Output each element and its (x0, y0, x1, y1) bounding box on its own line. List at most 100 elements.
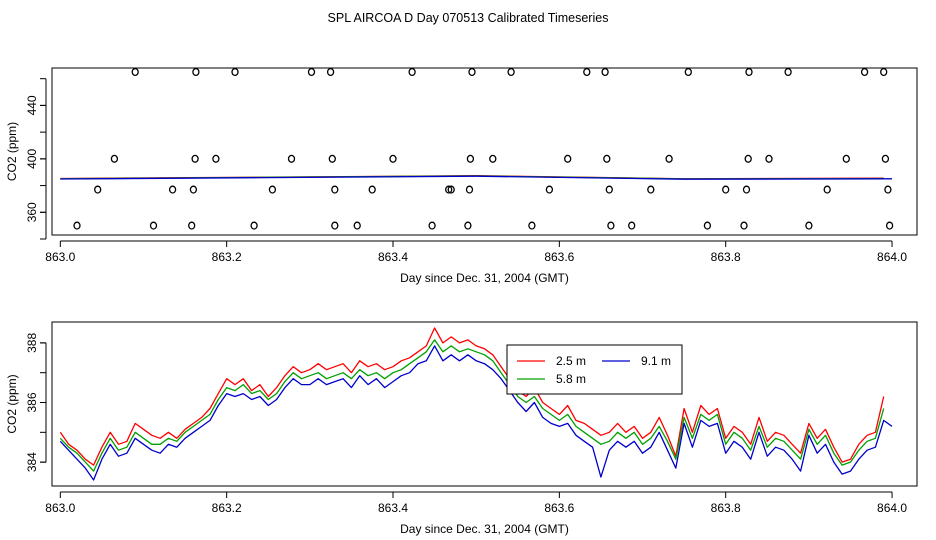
y-tick-label: 388 (25, 333, 39, 353)
series-line-5-8-mm (59, 339, 885, 472)
scatter-point (528, 221, 536, 230)
top-y-axis-label: CO2 (ppm) (5, 122, 19, 181)
bottom-plot-frame (51, 321, 918, 487)
legend-label-9-1m: 9.1 m (641, 354, 671, 368)
series-line-9-1-mm (60, 175, 893, 180)
x-tick-label: 863.4 (378, 501, 408, 515)
x-tick-label: 863.6 (544, 501, 574, 515)
y-tick-label: 384 (25, 452, 39, 472)
scatter-point (583, 67, 591, 77)
y-tick-label: 400 (25, 149, 39, 169)
scatter-point (353, 221, 361, 230)
top-plot-frame (51, 67, 918, 236)
scatter-point (149, 221, 158, 230)
scatter-point (464, 221, 472, 230)
scatter-point (884, 185, 892, 194)
scatter-point (445, 185, 453, 194)
top-scatter-points (73, 67, 894, 230)
scatter-point (703, 221, 712, 230)
scatter-point (784, 67, 792, 77)
bottom-x-axis: 863.0 863.2 863.4 863.6 863.8 864.0 (45, 491, 907, 515)
scatter-point (326, 67, 335, 77)
x-tick-label: 863.4 (378, 250, 408, 264)
scatter-point (331, 221, 339, 230)
scatter-point (722, 185, 730, 194)
top-panel-scatter: 863.0 863.2 863.4 863.6 863.8 864.0 360 400 440… (5, 67, 918, 285)
scatter-point (647, 185, 655, 194)
scatter-point (607, 221, 615, 230)
scatter-point (368, 185, 376, 194)
x-tick-label: 863.2 (212, 501, 242, 515)
scatter-point (603, 154, 611, 163)
scatter-point (110, 154, 119, 163)
scatter-point (601, 67, 609, 77)
scatter-point (408, 67, 416, 77)
top-x-axis-label: Day since Dec. 31, 2004 (GMT) (400, 271, 569, 285)
scatter-point (287, 154, 296, 163)
scatter-point (188, 221, 196, 230)
top-series-lines (60, 175, 893, 180)
y-tick-label: 360 (25, 202, 39, 222)
scatter-point (192, 67, 200, 77)
legend-box (506, 344, 683, 395)
scatter-point (389, 154, 397, 163)
scatter-point (489, 154, 497, 163)
x-tick-label: 864.0 (877, 250, 907, 264)
x-tick-label: 863.0 (45, 501, 75, 515)
legend: 2.5 m 5.8 m 9.1 m (506, 344, 683, 395)
scatter-point (73, 221, 81, 230)
scatter-point (94, 185, 102, 194)
scatter-point (745, 67, 753, 77)
scatter-point (168, 185, 177, 194)
scatter-point (268, 185, 277, 194)
scatter-point (605, 185, 613, 194)
scatter-point (447, 185, 455, 194)
scatter-point (189, 185, 198, 194)
legend-label-2-5m: 2.5 m (556, 354, 586, 368)
scatter-point (881, 154, 890, 163)
scatter-point (328, 154, 336, 163)
top-y-axis: 360 400 440 (25, 78, 47, 240)
scatter-point (860, 67, 869, 77)
scatter-point (331, 185, 339, 194)
scatter-point (564, 154, 572, 163)
scatter-point (628, 221, 636, 230)
scatter-point (805, 221, 813, 230)
scatter-point (465, 185, 474, 194)
scatter-point (131, 67, 139, 77)
chart-title: SPL AIRCOA D Day 070513 Calibrated Times… (328, 11, 609, 25)
y-tick-label: 440 (25, 95, 39, 115)
x-tick-label: 863.2 (212, 250, 242, 264)
x-tick-label: 863.8 (711, 501, 741, 515)
scatter-point (740, 221, 748, 230)
x-tick-label: 863.0 (45, 250, 75, 264)
scatter-point (842, 154, 850, 163)
bottom-series-lines (59, 327, 893, 481)
x-tick-label: 863.6 (544, 250, 574, 264)
scatter-point (742, 185, 751, 194)
scatter-point (765, 154, 773, 163)
scatter-point (212, 154, 220, 163)
scatter-point (466, 154, 475, 163)
y-tick-label: 386 (25, 392, 39, 412)
bottom-y-axis-label: CO2 (ppm) (5, 374, 19, 433)
scatter-point (823, 185, 831, 194)
x-tick-label: 863.8 (711, 250, 741, 264)
scatter-point (880, 67, 888, 77)
scatter-point (428, 221, 436, 230)
bottom-x-axis-label: Day since Dec. 31, 2004 (GMT) (400, 522, 569, 536)
scatter-point (468, 67, 476, 77)
scatter-point (191, 154, 199, 163)
scatter-point (307, 67, 316, 77)
scatter-point (250, 221, 258, 230)
scatter-point (665, 154, 673, 163)
legend-label-5-8m: 5.8 m (556, 372, 586, 386)
bottom-panel-lines: 863.0 863.2 863.4 863.6 863.8 864.0 384 386 388… (5, 321, 918, 536)
series-line-2-5-mm (59, 327, 885, 466)
scatter-point (684, 67, 692, 77)
top-x-axis: 863.0 863.2 863.4 863.6 863.8 864.0 (45, 240, 907, 264)
bottom-y-axis: 384 386 388 (25, 333, 47, 472)
scatter-point (231, 67, 239, 77)
series-line-9-1-mm (59, 345, 893, 481)
